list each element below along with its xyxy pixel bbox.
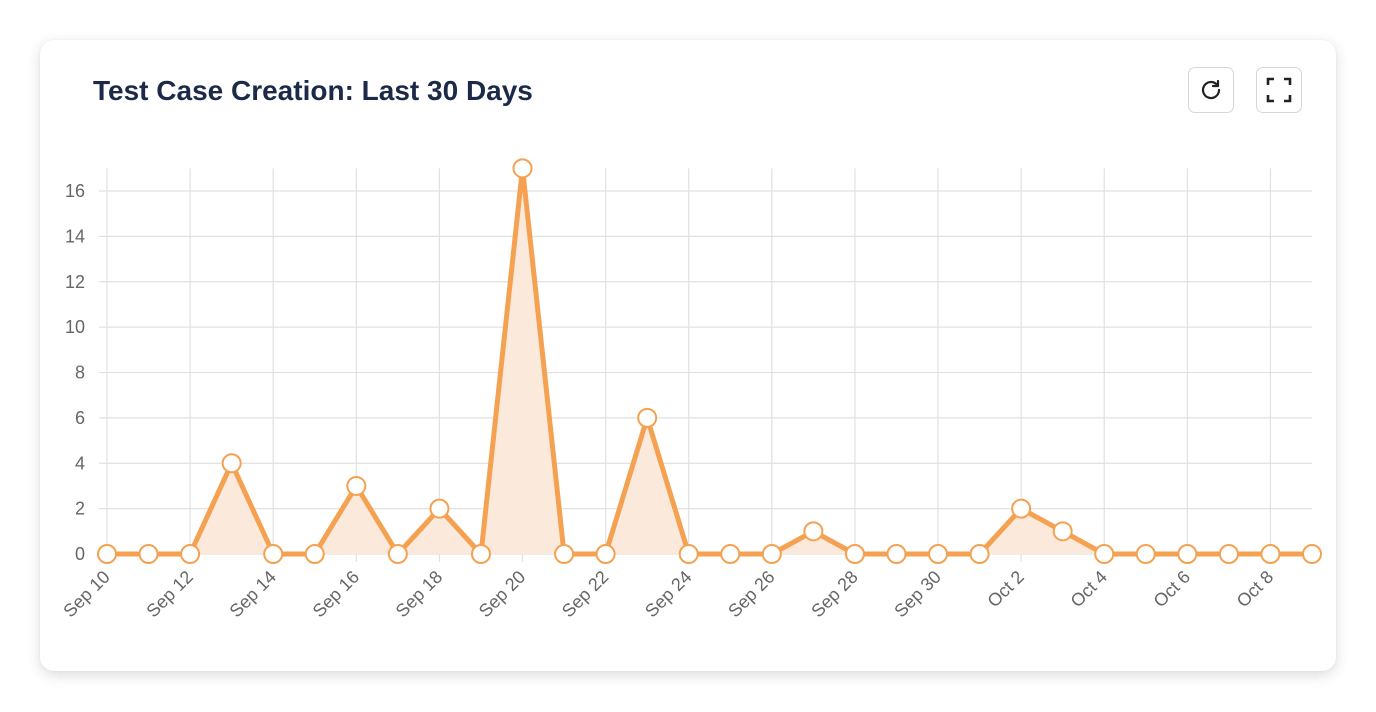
- y-tick-label: 0: [75, 544, 85, 564]
- y-tick-label: 8: [75, 363, 85, 383]
- data-point: [1011, 498, 1032, 519]
- data-point: [928, 544, 949, 564]
- data-point: [554, 544, 575, 564]
- fullscreen-icon: [1266, 77, 1292, 103]
- x-tick-label: Oct 8: [1233, 567, 1278, 612]
- data-point: [637, 407, 658, 428]
- x-tick-label: Sep 28: [807, 567, 861, 621]
- x-tick-label: Sep 10: [59, 567, 113, 621]
- data-point: [844, 544, 865, 564]
- data-point: [387, 544, 408, 564]
- data-point: [138, 544, 159, 564]
- data-point: [1218, 544, 1239, 564]
- data-point: [221, 453, 242, 474]
- data-point: [678, 544, 699, 564]
- series-area: [107, 168, 1312, 554]
- data-point: [1052, 521, 1073, 542]
- data-point: [470, 544, 491, 564]
- data-point: [512, 158, 533, 179]
- x-tick-label: Sep 14: [226, 567, 280, 621]
- x-tick-label: Sep 20: [475, 567, 529, 621]
- x-tick-label: Sep 16: [309, 567, 363, 621]
- x-tick-label: Sep 26: [724, 567, 778, 621]
- data-point: [263, 544, 284, 564]
- data-point: [1135, 544, 1156, 564]
- x-tick-label: Oct 4: [1067, 567, 1112, 612]
- data-point: [803, 521, 824, 542]
- data-point: [886, 544, 907, 564]
- refresh-icon: [1201, 79, 1221, 100]
- data-point: [304, 544, 325, 564]
- series-line: [107, 165, 1312, 557]
- x-tick-label: Sep 12: [142, 567, 196, 621]
- y-tick-label: 6: [75, 408, 85, 428]
- chart-card: Test Case Creation: Last 30 Days: [40, 40, 1336, 671]
- data-point: [97, 544, 117, 564]
- y-tick-label: 16: [65, 181, 85, 201]
- x-tick-label: Sep 18: [392, 567, 446, 621]
- y-tick-label: 4: [75, 453, 85, 473]
- chart-title: Test Case Creation: Last 30 Days: [93, 75, 533, 106]
- data-point: [346, 475, 367, 496]
- y-tick-label: 2: [75, 499, 85, 519]
- refresh-button[interactable]: [1188, 67, 1234, 113]
- fullscreen-button[interactable]: [1256, 67, 1302, 113]
- data-point: [595, 544, 616, 564]
- data-point: [1177, 544, 1198, 564]
- y-tick-label: 10: [65, 317, 85, 337]
- x-tick-label: Oct 6: [1150, 567, 1195, 612]
- x-tick-label: Oct 2: [983, 567, 1028, 612]
- x-tick-label: Sep 22: [558, 567, 612, 621]
- data-point: [429, 498, 450, 519]
- x-tick-label: Sep 24: [641, 567, 695, 621]
- data-point: [761, 544, 782, 564]
- data-point: [1094, 544, 1115, 564]
- data-point: [1302, 544, 1322, 564]
- x-tick-label: Sep 30: [890, 567, 944, 621]
- y-tick-label: 14: [65, 226, 85, 246]
- data-point: [720, 544, 741, 564]
- data-point: [1260, 544, 1281, 564]
- data-point: [180, 544, 201, 564]
- data-point: [969, 544, 990, 564]
- y-tick-label: 12: [65, 272, 85, 292]
